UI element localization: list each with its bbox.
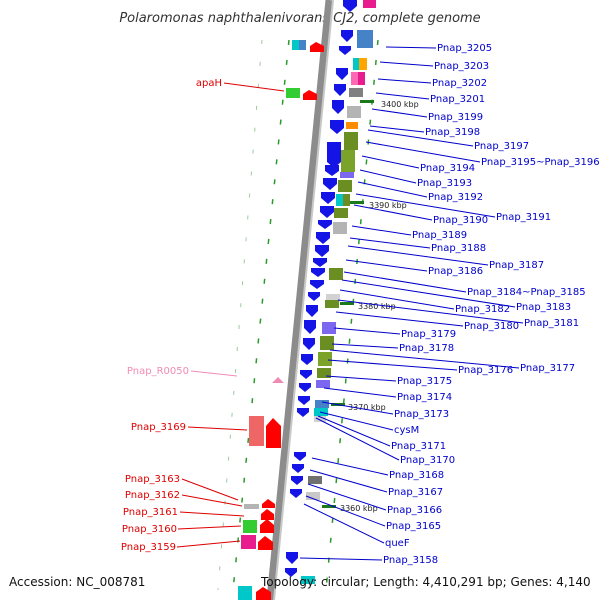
gene-label-apah[interactable]: apaH <box>196 78 222 89</box>
gene-label-pnap-3161[interactable]: Pnap_3161 <box>123 507 178 518</box>
gene-label-pnap-3192[interactable]: Pnap_3192 <box>428 192 483 203</box>
gene-label-pnap-3174[interactable]: Pnap_3174 <box>397 392 452 403</box>
gene-label-pnap-3171[interactable]: Pnap_3171 <box>391 441 446 452</box>
gene-label-pnap-3179[interactable]: Pnap_3179 <box>401 329 456 340</box>
gene-label-pnap-3190[interactable]: Pnap_3190 <box>433 215 488 226</box>
gene-label-pnap-3169[interactable]: Pnap_3169 <box>131 422 186 433</box>
gene-label-pnap-3203[interactable]: Pnap_3203 <box>434 61 489 72</box>
gene-label-quef[interactable]: queF <box>385 538 410 549</box>
gene-label-pnap-3189[interactable]: Pnap_3189 <box>412 230 467 241</box>
gene-label-pnap-3194[interactable]: Pnap_3194 <box>420 163 475 174</box>
gene-label-pnap-3191[interactable]: Pnap_3191 <box>496 212 551 223</box>
kbp-label-3370: 3370 kbp <box>348 403 386 412</box>
gene-label-pnap-3160[interactable]: Pnap_3160 <box>122 524 177 535</box>
gene-label-pnap-3165[interactable]: Pnap_3165 <box>386 521 441 532</box>
topology-text: Topology: circular; Length: 4,410,291 bp… <box>260 575 591 589</box>
gene-label-pnap-3187[interactable]: Pnap_3187 <box>489 260 544 271</box>
forward-strand-genes <box>238 40 324 600</box>
gene-label-pnap-3163[interactable]: Pnap_3163 <box>125 474 180 485</box>
left-leaders <box>176 82 285 548</box>
gene-label-pnap-3162[interactable]: Pnap_3162 <box>125 490 180 501</box>
gene-label-pnap-3167[interactable]: Pnap_3167 <box>388 487 443 498</box>
gene-label-pnap-3205[interactable]: Pnap_3205 <box>437 43 492 54</box>
dotted-tracks <box>232 39 379 591</box>
gene-label-pnap-3175[interactable]: Pnap_3175 <box>397 376 452 387</box>
kbp-label-3380: 3380 kbp <box>358 302 396 311</box>
gene-label-pnap-3198[interactable]: Pnap_3198 <box>425 127 480 138</box>
gene-label-pnap-3180[interactable]: Pnap_3180 <box>464 321 519 332</box>
kbp-label-3390: 3390 kbp <box>369 201 407 210</box>
gene-label-pnap-3176[interactable]: Pnap_3176 <box>458 365 513 376</box>
gene-label-pnap-3201[interactable]: Pnap_3201 <box>430 94 485 105</box>
gene-label-pnap-3183[interactable]: Pnap_3183 <box>516 302 571 313</box>
dotted-tracks-faint <box>217 39 263 591</box>
gene-label-pnap-3170[interactable]: Pnap_3170 <box>400 455 455 466</box>
gene-label-pnap-3159[interactable]: Pnap_3159 <box>121 542 176 553</box>
right-leaders <box>299 46 524 561</box>
gene-label-pnap-3158[interactable]: Pnap_3158 <box>383 555 438 566</box>
kbp-label-3360: 3360 kbp <box>340 504 378 513</box>
right-labels: Pnap_3205 Pnap_3203 Pnap_3202 Pnap_3201 … <box>383 43 600 566</box>
gene-label-pnap-3182[interactable]: Pnap_3182 <box>455 304 510 315</box>
gene-label-pnap-3186[interactable]: Pnap_3186 <box>428 266 483 277</box>
kbp-label-3400: 3400 kbp <box>381 100 419 109</box>
gene-label-pnap-3197[interactable]: Pnap_3197 <box>474 141 529 152</box>
gene-label-pnap-3178[interactable]: Pnap_3178 <box>399 343 454 354</box>
gene-label-pnap-3166[interactable]: Pnap_3166 <box>387 505 442 516</box>
rna-leader <box>190 370 238 377</box>
gene-label-pnap-3173[interactable]: Pnap_3173 <box>394 409 449 420</box>
genome-axis-line <box>266 0 333 600</box>
gene-label-pnap-3195-3196[interactable]: Pnap_3195~Pnap_3196 <box>481 157 600 168</box>
gene-label-pnap-3181[interactable]: Pnap_3181 <box>524 318 579 329</box>
gene-label-pnap-3188[interactable]: Pnap_3188 <box>431 243 486 254</box>
gene-label-pnap-3193[interactable]: Pnap_3193 <box>417 178 472 189</box>
gene-label-pnap-3199[interactable]: Pnap_3199 <box>428 112 483 123</box>
reverse-strand-genes <box>285 0 357 577</box>
gene-label-pnap-r0050[interactable]: Pnap_R0050 <box>127 366 189 377</box>
map-title: Polaromonas naphthalenivorans CJ2, compl… <box>119 11 480 26</box>
accession-text: Accession: NC_008781 <box>9 575 145 589</box>
gene-label-pnap-3202[interactable]: Pnap_3202 <box>432 78 487 89</box>
left-labels: apaH Pnap_3169 Pnap_3163 Pnap_3162 Pnap_… <box>121 78 222 553</box>
gene-label-pnap-3177[interactable]: Pnap_3177 <box>520 363 575 374</box>
gene-label-pnap-3184-3185[interactable]: Pnap_3184~Pnap_3185 <box>467 287 586 298</box>
gene-label-cysm[interactable]: cysM <box>394 425 419 436</box>
gene-label-pnap-3168[interactable]: Pnap_3168 <box>389 470 444 481</box>
